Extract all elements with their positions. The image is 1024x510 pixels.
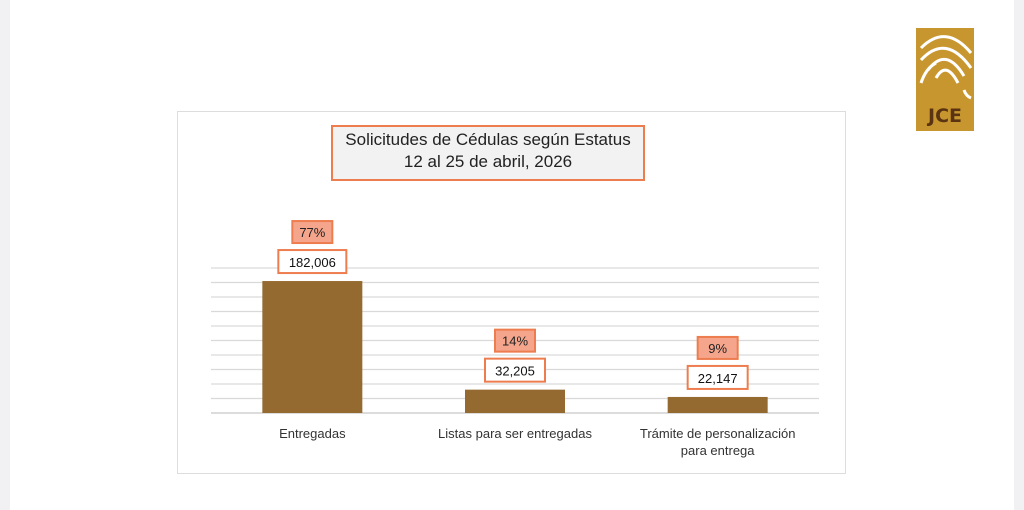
category-label: Listas para ser entregadas xyxy=(438,426,592,441)
value-label-box xyxy=(686,364,749,390)
percent-label-box xyxy=(494,328,536,353)
value-label: 22,147 xyxy=(698,371,738,386)
category-label: Entregadas xyxy=(279,426,346,441)
plot-area: 182,006 77% Entregadas 32,205 14% Listas para… xyxy=(211,220,819,458)
value-label: 32,205 xyxy=(495,364,535,379)
value-label-box xyxy=(277,249,348,275)
category-label: Trámite de personalización xyxy=(640,426,796,441)
value-label: 182,006 xyxy=(289,255,336,270)
chart: 182,006 77% Entregadas 32,205 14% Listas para… xyxy=(177,111,846,474)
percent-label-box xyxy=(696,335,739,360)
category-label: para entrega xyxy=(681,443,755,458)
percent-label: 77% xyxy=(299,225,325,240)
chart-title-box: Solicitudes de Cédulas según Estatus 12 … xyxy=(331,125,645,181)
percent-label: 14% xyxy=(502,334,528,349)
bar xyxy=(667,396,768,413)
bar xyxy=(262,281,363,413)
jce-logo: JCE xyxy=(916,28,974,131)
chart-subtitle: 12 al 25 de abril, 2026 xyxy=(403,152,573,171)
value-label-box xyxy=(484,357,546,383)
percent-label-box xyxy=(291,220,334,245)
chart-title: Solicitudes de Cédulas según Estatus xyxy=(345,130,631,149)
bar xyxy=(465,389,565,413)
fingerprint-icon xyxy=(919,35,973,100)
percent-label: 9% xyxy=(708,341,727,356)
logo-text: JCE xyxy=(928,105,962,127)
